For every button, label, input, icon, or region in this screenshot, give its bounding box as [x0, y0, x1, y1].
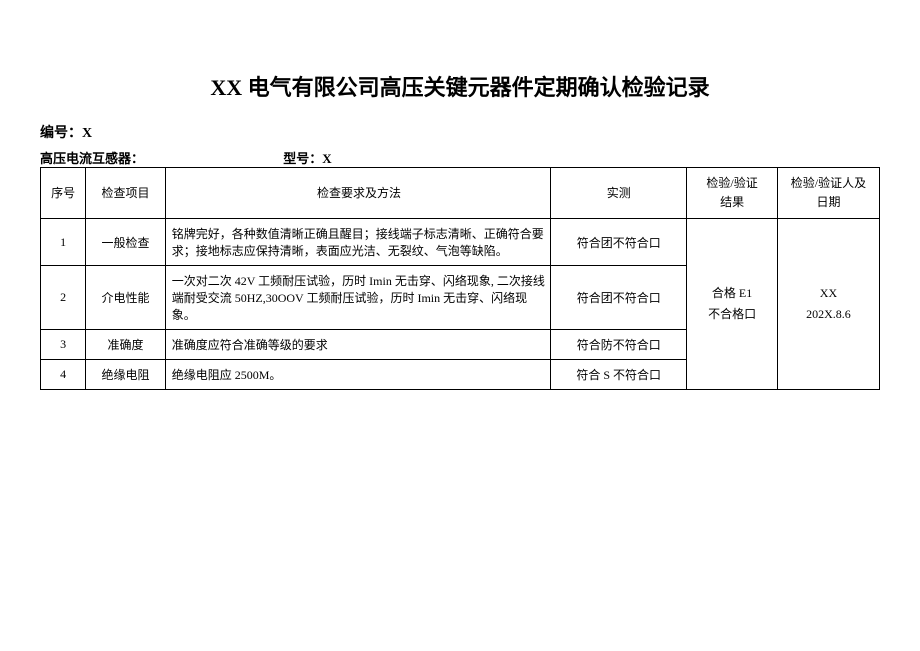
cell-meas: 符合 S 不符合口	[551, 360, 687, 390]
inspection-table: 序号 检查项目 检查要求及方法 实测 检验/验证 结果 检验/验证人及 日期 1…	[40, 167, 880, 390]
header-seq: 序号	[41, 168, 86, 219]
page-title: XX 电气有限公司高压关键元器件定期确认检验记录	[40, 70, 880, 102]
model-label: 型号：	[283, 151, 322, 166]
cell-req: 铭牌完好，各种数值清晰正确且醒目；接线端子标志清晰、正确符合要求；接地标志应保持…	[165, 219, 550, 266]
header-result: 检验/验证 结果	[687, 168, 778, 219]
model-value: X	[322, 151, 331, 166]
cell-meas: 符合团不符合口	[551, 266, 687, 330]
cell-item: 一般检查	[86, 219, 165, 266]
cell-req: 绝缘电阻应 2500M。	[165, 360, 550, 390]
header-item: 检查项目	[86, 168, 165, 219]
table-header-row: 序号 检查项目 检查要求及方法 实测 检验/验证 结果 检验/验证人及 日期	[41, 168, 880, 219]
cell-sign: XX 202X.8.6	[777, 219, 879, 390]
cell-req: 一次对二次 42V 工频耐压试验，历时 Imin 无击穿、闪络现象, 二次接线端…	[165, 266, 550, 330]
cell-item: 绝缘电阻	[86, 360, 165, 390]
cell-item: 准确度	[86, 330, 165, 360]
device-label: 高压电流互感器：	[40, 148, 280, 167]
cell-item: 介电性能	[86, 266, 165, 330]
doc-no-value: X	[82, 126, 92, 141]
result-fail: 不合格口	[708, 307, 756, 321]
cell-meas: 符合团不符合口	[551, 219, 687, 266]
cell-seq: 1	[41, 219, 86, 266]
sign-name: XX	[820, 286, 837, 300]
cell-seq: 4	[41, 360, 86, 390]
table-row: 1 一般检查 铭牌完好，各种数值清晰正确且醒目；接线端子标志清晰、正确符合要求；…	[41, 219, 880, 266]
header-req: 检查要求及方法	[165, 168, 550, 219]
cell-meas: 符合防不符合口	[551, 330, 687, 360]
header-sign-line1: 检验/验证人及	[791, 176, 866, 190]
cell-seq: 3	[41, 330, 86, 360]
doc-number-line: 编号：X	[40, 122, 880, 142]
cell-result: 合格 E1 不合格口	[687, 219, 778, 390]
result-pass: 合格 E1	[712, 286, 752, 300]
cell-req: 准确度应符合准确等级的要求	[165, 330, 550, 360]
header-meas: 实测	[551, 168, 687, 219]
doc-no-label: 编号：	[40, 126, 82, 141]
header-result-line2: 结果	[720, 195, 744, 209]
header-result-line1: 检验/验证	[706, 176, 757, 190]
sign-date: 202X.8.6	[806, 307, 851, 321]
header-sign-line2: 日期	[816, 195, 840, 209]
header-sign: 检验/验证人及 日期	[777, 168, 879, 219]
cell-seq: 2	[41, 266, 86, 330]
device-model-line: 高压电流互感器： 型号：X	[40, 148, 880, 167]
